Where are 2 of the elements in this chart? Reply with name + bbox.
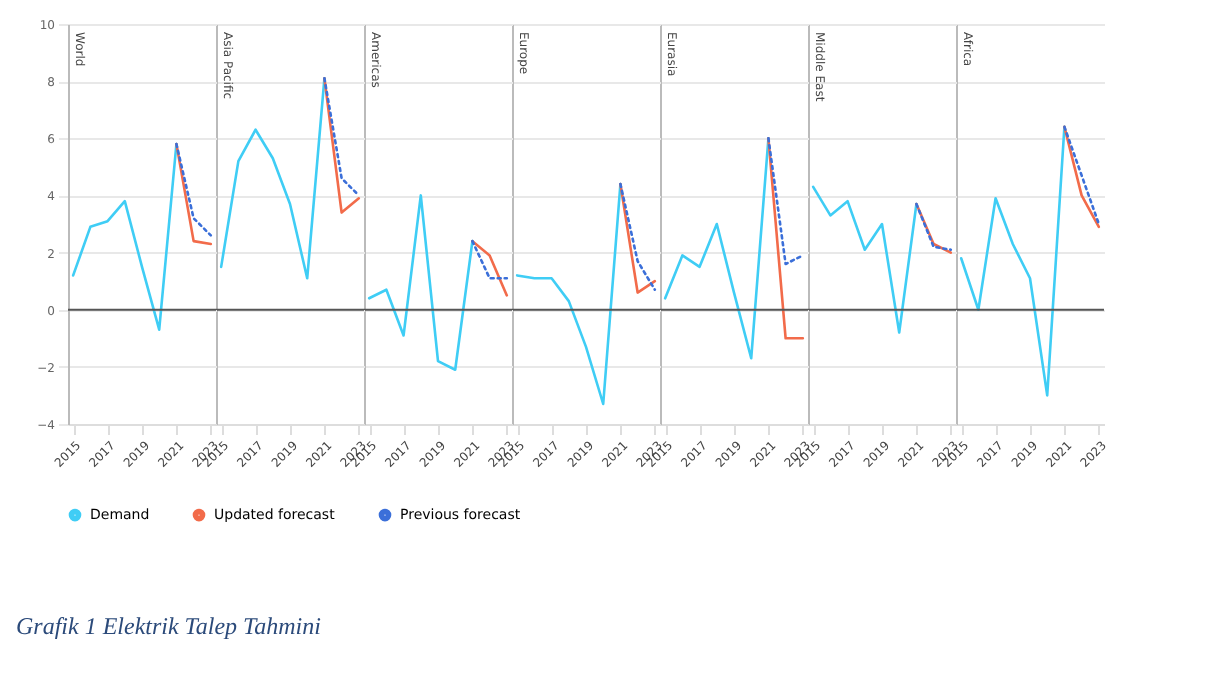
text: Grafik 1 Elektrik Talep Tahmini bbox=[16, 612, 323, 642]
line-series bbox=[71, 142, 178, 332]
